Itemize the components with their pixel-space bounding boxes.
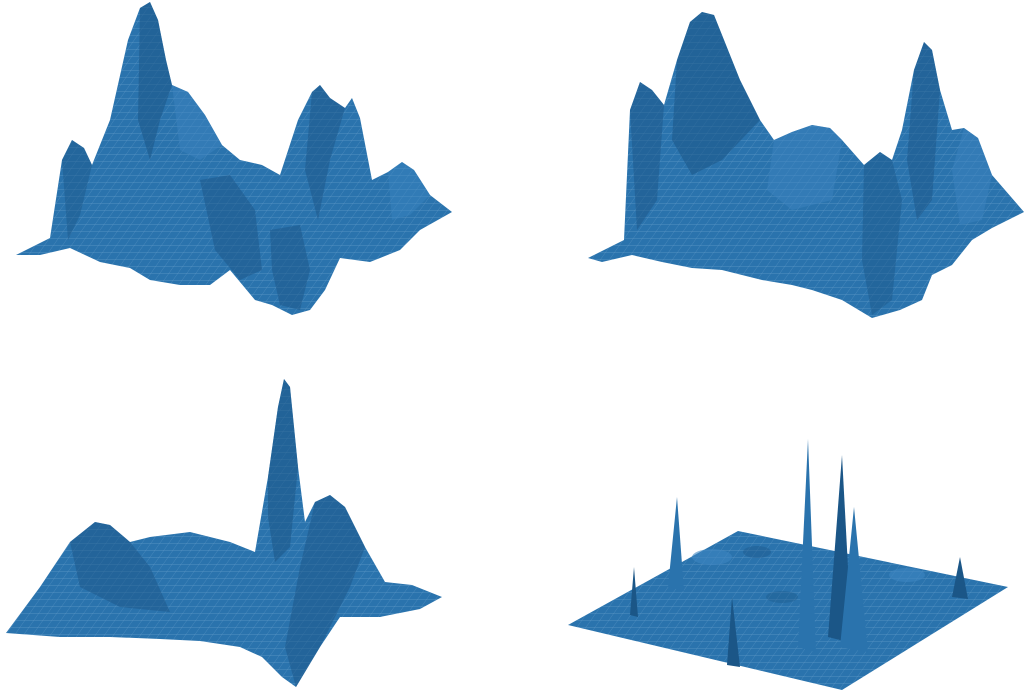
surface-top-right-svg <box>588 12 1024 318</box>
surface-top-left-svg <box>16 2 452 315</box>
surface-bottom-right <box>512 347 1024 694</box>
surface-bottom-left <box>0 347 512 694</box>
surface-top-left <box>0 0 512 347</box>
surface-mesh <box>6 379 442 687</box>
surface-mesh <box>588 12 1024 318</box>
surface-mesh <box>16 2 452 315</box>
surface-bottom-left-svg <box>6 379 442 687</box>
surface-top-right <box>512 0 1024 347</box>
surface-bottom-right-svg <box>568 439 1008 690</box>
surface-mesh <box>568 439 1008 690</box>
